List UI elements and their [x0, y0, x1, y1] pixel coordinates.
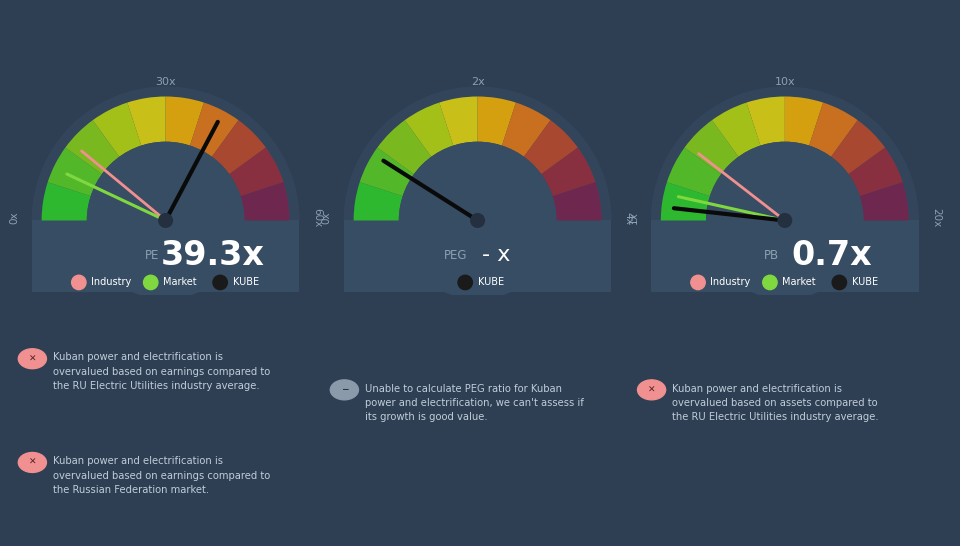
- Wedge shape: [809, 103, 857, 157]
- Circle shape: [470, 213, 485, 227]
- Wedge shape: [830, 120, 885, 175]
- Text: PE: PE: [145, 248, 159, 262]
- Wedge shape: [165, 97, 204, 146]
- Text: 0x: 0x: [10, 212, 19, 224]
- Wedge shape: [651, 87, 919, 221]
- Text: 4x: 4x: [624, 212, 634, 224]
- Wedge shape: [747, 97, 785, 146]
- Wedge shape: [41, 182, 91, 221]
- Text: −: −: [341, 385, 348, 394]
- Circle shape: [458, 275, 472, 289]
- Wedge shape: [128, 97, 166, 146]
- Wedge shape: [477, 97, 516, 146]
- Wedge shape: [684, 120, 739, 175]
- FancyBboxPatch shape: [651, 221, 919, 292]
- Wedge shape: [502, 103, 550, 157]
- Wedge shape: [859, 182, 909, 221]
- Wedge shape: [190, 103, 238, 157]
- Text: 0x: 0x: [322, 212, 331, 224]
- Circle shape: [144, 275, 157, 289]
- Text: Industry: Industry: [710, 277, 751, 287]
- Text: PEG: PEG: [444, 248, 468, 262]
- Text: Kuban power and electrification is
overvalued based on earnings compared to
the : Kuban power and electrification is overv…: [53, 353, 270, 391]
- Wedge shape: [651, 87, 919, 221]
- Text: Industry: Industry: [91, 277, 132, 287]
- Text: KUBE: KUBE: [478, 277, 504, 287]
- Wedge shape: [552, 182, 602, 221]
- Wedge shape: [344, 87, 612, 221]
- Text: 10x: 10x: [775, 76, 795, 87]
- Wedge shape: [48, 147, 103, 197]
- Circle shape: [330, 380, 358, 400]
- Wedge shape: [377, 120, 432, 175]
- Wedge shape: [211, 120, 266, 175]
- FancyBboxPatch shape: [344, 221, 612, 292]
- Wedge shape: [784, 97, 823, 146]
- Circle shape: [18, 453, 46, 472]
- Wedge shape: [667, 147, 722, 197]
- Wedge shape: [32, 87, 300, 221]
- Circle shape: [832, 275, 847, 289]
- Text: ✕: ✕: [29, 458, 36, 467]
- Text: Market: Market: [163, 277, 197, 287]
- Wedge shape: [240, 182, 290, 221]
- Circle shape: [18, 349, 46, 369]
- Wedge shape: [848, 147, 902, 197]
- Circle shape: [778, 213, 792, 227]
- Wedge shape: [540, 147, 595, 197]
- Wedge shape: [65, 120, 120, 175]
- Text: Kuban power and electrification is
overvalued based on earnings compared to
the : Kuban power and electrification is overv…: [53, 456, 270, 495]
- Wedge shape: [405, 103, 453, 157]
- Circle shape: [72, 275, 86, 289]
- FancyBboxPatch shape: [32, 221, 300, 292]
- Text: ✕: ✕: [648, 385, 656, 394]
- Wedge shape: [523, 120, 578, 175]
- Circle shape: [691, 275, 706, 289]
- Wedge shape: [360, 147, 415, 197]
- Wedge shape: [228, 147, 283, 197]
- Circle shape: [763, 275, 777, 289]
- Text: 2x: 2x: [470, 76, 485, 87]
- Text: PB: PB: [763, 248, 779, 262]
- Text: - x: - x: [482, 245, 511, 265]
- Text: KUBE: KUBE: [852, 277, 877, 287]
- Text: KUBE: KUBE: [232, 277, 258, 287]
- Text: 39.3x: 39.3x: [160, 239, 265, 272]
- Wedge shape: [93, 103, 141, 157]
- Circle shape: [707, 143, 863, 299]
- Wedge shape: [32, 87, 300, 221]
- Text: Unable to calculate PEG ratio for Kuban
power and electrification, we can't asse: Unable to calculate PEG ratio for Kuban …: [365, 384, 584, 423]
- Text: Market: Market: [782, 277, 816, 287]
- Wedge shape: [353, 182, 403, 221]
- Circle shape: [87, 143, 244, 299]
- Circle shape: [399, 143, 556, 299]
- Circle shape: [637, 380, 665, 400]
- Text: ✕: ✕: [29, 354, 36, 363]
- Text: 60x: 60x: [312, 209, 322, 228]
- Text: Kuban power and electrification is
overvalued based on assets compared to
the RU: Kuban power and electrification is overv…: [672, 384, 878, 423]
- Text: 1x: 1x: [629, 212, 638, 224]
- Text: 0.7x: 0.7x: [792, 239, 873, 272]
- Circle shape: [87, 143, 244, 299]
- Circle shape: [707, 143, 863, 299]
- Wedge shape: [712, 103, 760, 157]
- Circle shape: [213, 275, 228, 289]
- Wedge shape: [440, 97, 478, 146]
- Circle shape: [158, 213, 173, 227]
- Wedge shape: [344, 87, 612, 221]
- Text: 30x: 30x: [156, 76, 176, 87]
- Text: 20x: 20x: [931, 209, 941, 228]
- Circle shape: [399, 143, 556, 299]
- Wedge shape: [660, 182, 710, 221]
